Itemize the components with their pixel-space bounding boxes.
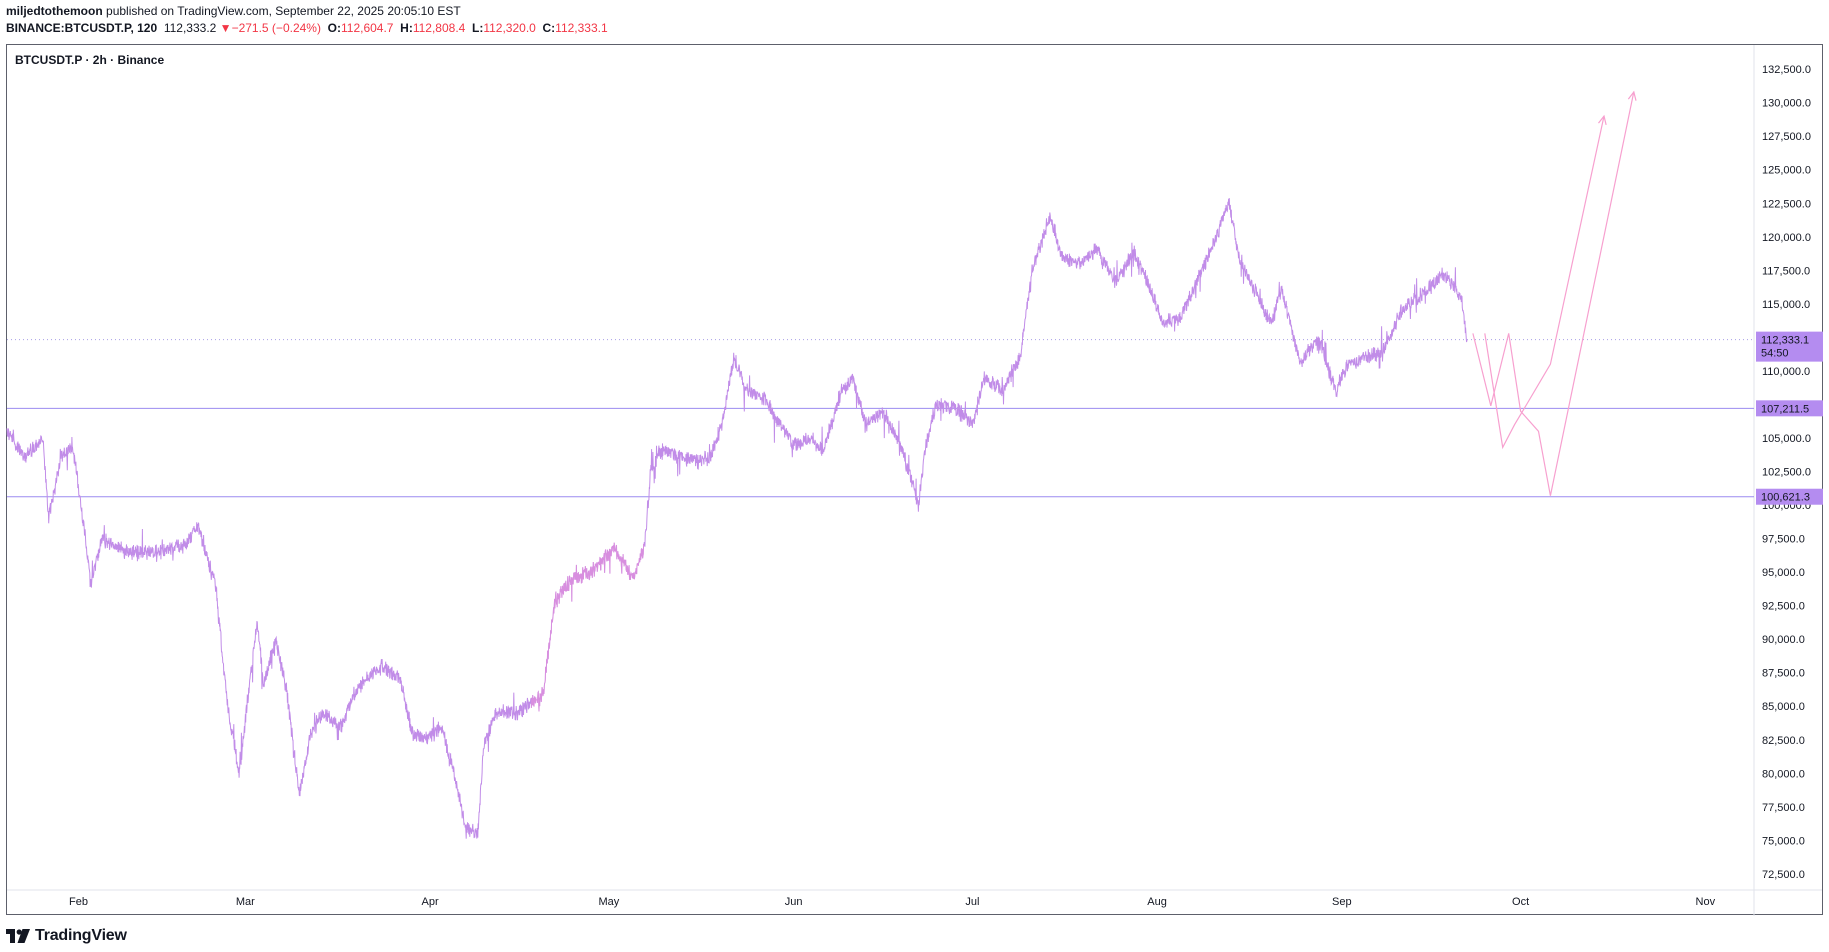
y-tick-label: 95,000.0	[1762, 567, 1805, 579]
high-value: 112,808.4	[412, 21, 466, 35]
projection-path[interactable]	[1472, 91, 1635, 496]
last-price: 112,333.2	[163, 21, 217, 35]
chart-symbol-title: BTCUSDT.P · 2h · Binance	[15, 53, 165, 67]
x-tick-label: Nov	[1696, 896, 1716, 908]
y-tick-label: 85,000.0	[1762, 701, 1805, 713]
level-price-label-bg	[1756, 400, 1823, 417]
y-tick-label: 132,500.0	[1762, 64, 1811, 76]
x-tick-label: Mar	[236, 896, 255, 908]
publish-info: miljedtothemoon published on TradingView…	[6, 4, 461, 19]
y-tick-label: 80,000.0	[1762, 768, 1805, 780]
brand-name: TradingView	[35, 927, 127, 944]
x-tick-label: Jun	[785, 896, 803, 908]
y-tick-label: 82,500.0	[1762, 735, 1805, 747]
y-tick-label: 117,500.0	[1762, 265, 1810, 277]
current-price-label-bg	[1756, 331, 1823, 362]
y-tick-label: 115,000.0	[1762, 299, 1810, 311]
published-text: published on TradingView.com, September …	[106, 4, 461, 18]
y-tick-label: 90,000.0	[1762, 634, 1805, 646]
y-tick-label: 87,500.0	[1762, 668, 1805, 680]
low-value: 112,320.0	[483, 21, 536, 35]
projection-arrowhead-icon	[1598, 114, 1607, 125]
x-tick-label: Apr	[422, 896, 439, 908]
y-tick-label: 77,500.0	[1762, 802, 1805, 814]
y-tick-label: 130,000.0	[1762, 98, 1811, 110]
y-tick-label: 120,000.0	[1762, 232, 1811, 244]
close-value: 112,333.1	[555, 21, 608, 35]
price-series-overlay	[530, 542, 645, 712]
open-value: 112,604.7	[340, 21, 394, 35]
current-price-label: 112,333.1	[1761, 335, 1809, 347]
close-label: C:	[542, 21, 556, 35]
y-tick-label: 75,000.0	[1762, 835, 1805, 847]
x-tick-label: Oct	[1512, 896, 1529, 908]
current-price-label: 54:50	[1761, 348, 1789, 360]
x-tick-label: Feb	[69, 896, 88, 908]
y-tick-label: 102,500.0	[1762, 467, 1811, 479]
projection-path[interactable]	[1484, 115, 1605, 450]
y-tick-label: 110,000.0	[1762, 366, 1810, 378]
y-tick-label: 105,000.0	[1762, 433, 1811, 445]
x-tick-label: May	[598, 896, 619, 908]
y-tick-label: 92,500.0	[1762, 601, 1805, 613]
level-price-label: 100,621.3	[1761, 492, 1810, 504]
x-tick-label: Jul	[965, 896, 979, 908]
x-tick-label: Sep	[1332, 896, 1352, 908]
projection-arrowhead-icon	[1627, 90, 1637, 101]
chart-frame[interactable]	[6, 44, 1823, 915]
level-price-label: 107,211.5	[1761, 403, 1809, 415]
price-change: −271.5 (−0.24%)	[231, 21, 321, 35]
high-label: H:	[400, 21, 413, 35]
level-price-label-bg	[1756, 488, 1823, 505]
open-label: O:	[327, 21, 341, 35]
ohlc-legend: BINANCE:BTCUSDT.P, 120 112,333.2 ▼−271.5…	[6, 21, 608, 36]
y-tick-label: 127,500.0	[1762, 131, 1811, 143]
symbol-line: BINANCE:BTCUSDT.P, 120	[6, 21, 158, 35]
y-tick-label: 72,500.0	[1762, 869, 1805, 881]
tradingview-logo-icon	[6, 929, 30, 943]
publisher-name[interactable]: miljedtothemoon	[6, 4, 103, 18]
change-down-icon: ▼	[219, 21, 232, 35]
tradingview-brand[interactable]: TradingView	[6, 927, 127, 945]
y-tick-label: 125,000.0	[1762, 165, 1811, 177]
x-tick-label: Aug	[1147, 896, 1167, 908]
price-series-line[interactable]	[6, 198, 1468, 839]
y-tick-label: 97,500.0	[1762, 534, 1805, 546]
low-label: L:	[472, 21, 484, 35]
y-tick-label: 122,500.0	[1762, 198, 1811, 210]
